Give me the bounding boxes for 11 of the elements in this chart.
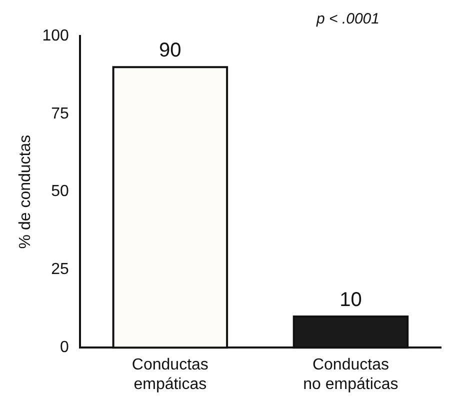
y-tick-label: 0	[60, 339, 69, 356]
data-label: 90	[159, 40, 182, 62]
data-label: 10	[340, 288, 362, 311]
x-tick-label: Conductas empáticas	[132, 356, 208, 393]
text: p < .0001	[316, 10, 380, 28]
y-tick-label: 25	[51, 261, 69, 278]
y-tick-label: 50	[51, 183, 69, 200]
x-tick-label: Conductas no empáticas	[303, 356, 398, 393]
y-axis-title: % de conductas	[17, 134, 34, 249]
y-tick-label: 100	[42, 27, 69, 44]
y-tick-label: 75	[51, 105, 69, 122]
